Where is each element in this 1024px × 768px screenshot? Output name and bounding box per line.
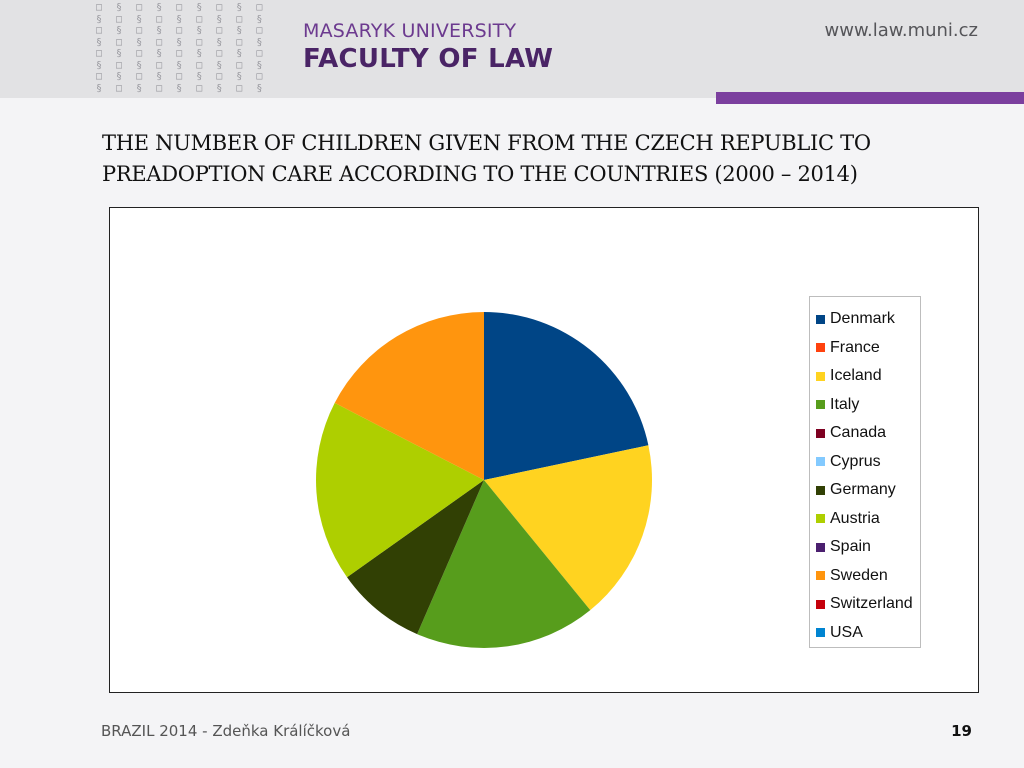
pie-slice-denmark [484, 312, 649, 480]
legend-label: Denmark [830, 310, 895, 328]
footer-author: BRAZIL 2014 - Zdeňka Králíčková [101, 722, 351, 740]
university-name: MASARYK UNIVERSITY [303, 20, 517, 42]
legend-label: France [830, 338, 880, 356]
legend-item-usa: USA [810, 619, 920, 648]
legend-swatch [816, 571, 825, 581]
legend-label: Sweden [830, 566, 888, 584]
faculty-name: FACULTY OF LAW [303, 44, 554, 74]
pie-slice-italy [417, 480, 591, 649]
legend-swatch [816, 343, 825, 353]
legend-swatch [816, 371, 825, 381]
legend-label: Switzerland [830, 595, 913, 613]
legend-item-denmark: Denmark [810, 305, 920, 334]
logo-pattern: □ § □ § □ § □ § □ § § □ § □ § □ § □ § □ … [96, 2, 266, 94]
legend-label: USA [830, 623, 863, 641]
legend-swatch [816, 457, 825, 467]
legend-item-sweden: Sweden [810, 562, 920, 591]
pie-slice-austria [316, 402, 484, 578]
legend-label: Cyprus [830, 452, 881, 470]
legend-swatch [816, 485, 825, 495]
accent-bar [716, 92, 1024, 104]
legend-label: Austria [830, 509, 880, 527]
slide-title-line-1: THE NUMBER OF CHILDREN GIVEN FROM THE CZ… [102, 131, 871, 155]
legend-item-spain: Spain [810, 533, 920, 562]
chart-frame: Denmark France Iceland Italy Canada Cyprus Ger… [109, 207, 979, 693]
legend-item-austria: Austria [810, 505, 920, 534]
legend-swatch [816, 314, 825, 324]
legend-swatch [816, 628, 825, 638]
legend-label: Iceland [830, 367, 882, 385]
slide-title: THE NUMBER OF CHILDREN GIVEN FROM THE CZ… [102, 128, 982, 190]
legend-swatch [816, 599, 825, 609]
website-link[interactable]: www.law.muni.cz [824, 20, 978, 41]
legend-label: Germany [830, 481, 896, 499]
chart-legend: Denmark France Iceland Italy Canada Cyprus Ger… [809, 296, 921, 648]
legend-item-germany: Germany [810, 476, 920, 505]
page-number: 19 [951, 722, 972, 740]
legend-swatch [816, 542, 825, 552]
legend-label: Italy [830, 395, 860, 413]
slide-title-line-2: PREADOPTION CARE ACCORDING TO THE COUNTR… [102, 162, 858, 186]
legend-item-iceland: Iceland [810, 362, 920, 391]
legend-item-france: France [810, 334, 920, 363]
legend-swatch [816, 428, 825, 438]
legend-label: Spain [830, 538, 871, 556]
pie-slice-sweden [334, 312, 484, 480]
legend-item-canada: Canada [810, 419, 920, 448]
pie-slice-germany [347, 480, 484, 635]
legend-item-cyprus: Cyprus [810, 448, 920, 477]
legend-item-switzerland: Switzerland [810, 590, 920, 619]
pie-slice-iceland [484, 445, 653, 611]
slide-header: □ § □ § □ § □ § □ § § □ § □ § □ § □ § □ … [0, 0, 1024, 98]
legend-swatch [816, 400, 825, 410]
pie-chart [316, 312, 653, 649]
legend-item-italy: Italy [810, 391, 920, 420]
legend-swatch [816, 514, 825, 524]
legend-label: Canada [830, 424, 887, 442]
